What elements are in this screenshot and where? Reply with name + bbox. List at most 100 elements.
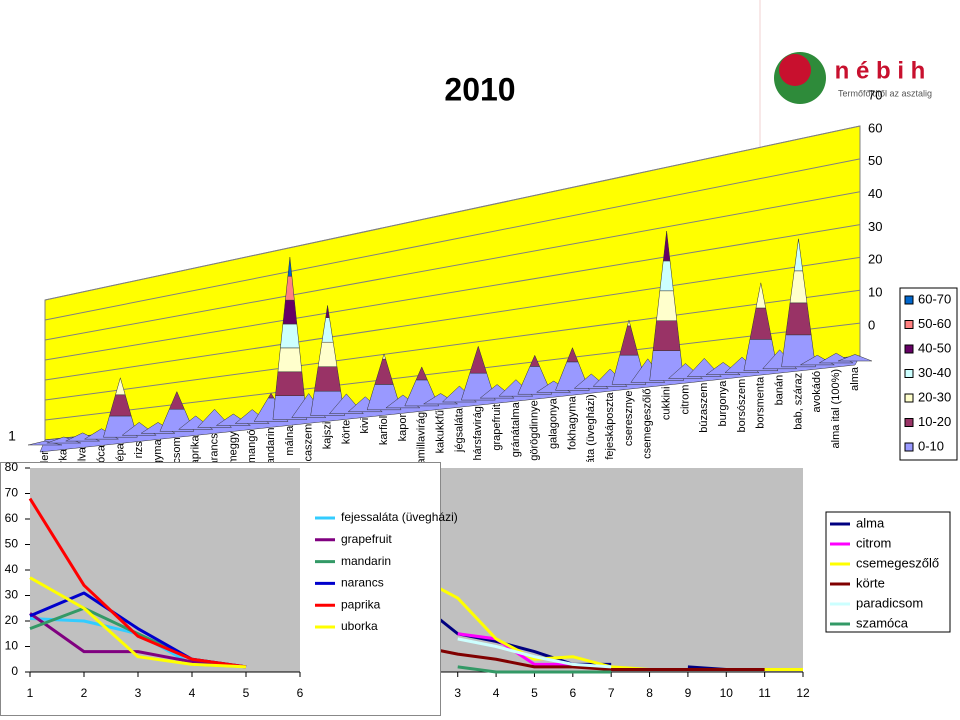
plot-area <box>381 468 803 672</box>
series-line <box>29 612 247 669</box>
x-tick-label: 2 <box>81 686 88 700</box>
z-tick-label: 30 <box>868 219 882 234</box>
chart-title: 2010 <box>444 71 515 107</box>
z-tick-label: 50 <box>868 153 882 168</box>
category-label: citrom <box>679 385 691 415</box>
surface-spike <box>469 345 488 374</box>
x-tick-label: 3 <box>454 686 461 700</box>
legend-swatch <box>904 320 914 329</box>
category-label: búzaszem <box>698 383 710 433</box>
category-label: borsmenta <box>755 376 767 429</box>
legend-label: 30-40 <box>918 365 951 380</box>
legend-swatch <box>904 344 914 354</box>
surface-spike <box>415 366 428 381</box>
surface-spike <box>267 392 275 399</box>
category-label: alma <box>849 366 861 391</box>
x-tick-label: 12 <box>796 686 810 700</box>
surface-spike <box>277 347 303 373</box>
y-tick-label: 80 <box>5 460 19 474</box>
surface-spike <box>115 376 126 396</box>
z-tick-label: 40 <box>868 186 882 201</box>
category-label: görögdinnye <box>529 400 541 461</box>
legend-swatch <box>904 369 914 378</box>
category-label: avokádó <box>811 371 823 413</box>
x-tick-label: 4 <box>493 686 500 700</box>
legend-label: csemegeszőlő <box>856 555 939 570</box>
category-label: cukkini <box>661 387 673 421</box>
y-tick-label: 10 <box>5 639 19 653</box>
category-label: karfiol <box>378 416 390 445</box>
category-label: galagonya <box>548 397 560 449</box>
surface-spike <box>837 354 873 362</box>
category-label: kamillavirág <box>416 412 428 470</box>
legend-label: alma <box>856 515 885 530</box>
surface-spike <box>652 320 681 351</box>
x-tick-label: 10 <box>720 686 734 700</box>
surface-spike <box>566 347 579 363</box>
left-line-chart: 0 10 20 30 40 50 60 70 80 1 2 3 4 5 6 fejessaláta (üveg… <box>0 460 458 716</box>
surface-spike <box>275 371 305 396</box>
x-tick-label: 6 <box>569 686 576 700</box>
z-tick-label: 60 <box>868 120 882 135</box>
legend-label: 0-10 <box>918 438 944 453</box>
x-tick-label: 8 <box>646 686 653 700</box>
category-label: bab, száraz <box>792 373 804 430</box>
grid-line <box>44 191 861 341</box>
category-label: hársfavirág <box>472 406 484 460</box>
legend-label: 20-30 <box>918 389 951 404</box>
surface-spike <box>656 290 678 321</box>
series-line <box>28 497 247 669</box>
category-label: málna <box>284 425 296 456</box>
legend-label: mandarin <box>341 554 391 568</box>
z-tick-label: 10 <box>868 285 882 300</box>
category-label: kajszi <box>321 422 333 450</box>
surface-spike <box>382 353 386 360</box>
category-label: grapefruit <box>491 404 503 450</box>
category-label: mangó <box>246 430 258 464</box>
x-tick-label: 1 <box>27 686 34 700</box>
y-tick-label: 0 <box>11 664 18 678</box>
surface-spike <box>168 390 185 410</box>
y-tick-label: 20 <box>5 613 19 627</box>
grid-line <box>44 256 861 381</box>
series-line <box>419 645 765 671</box>
x-tick-label: 5 <box>243 686 250 700</box>
legend-label: 50-60 <box>918 316 951 331</box>
category-label: banán <box>774 375 786 406</box>
surface-spike <box>314 366 342 392</box>
legend-label: 60-70 <box>918 291 951 306</box>
y-tick-label: 50 <box>5 537 19 551</box>
category-label: cseresznye <box>623 390 635 446</box>
category-label: rizs <box>133 441 145 459</box>
surface-spike <box>785 302 812 336</box>
y-tick-label: 40 <box>5 562 19 576</box>
x-tick-label: 5 <box>531 686 538 700</box>
logo-name: n é b i h <box>835 57 926 84</box>
category-label: körte <box>340 420 352 444</box>
y-tick-label: 70 <box>5 486 19 500</box>
x-tick-label: 7 <box>608 686 615 700</box>
legend-label: fejessaláta (üvegházi) <box>341 510 458 524</box>
grid-line <box>44 158 861 321</box>
surface-spike <box>287 257 293 277</box>
legend-swatch <box>904 418 914 427</box>
y-tick-label: 30 <box>5 588 19 602</box>
legend-label: uborka <box>341 619 378 633</box>
surface-spike <box>529 354 540 367</box>
surface-chart: 2010 1 010203040506070zelleruborkaszilva… <box>8 71 958 501</box>
right-line-chart: 123456789101112almacitromcsemegeszőlőkör… <box>360 462 960 720</box>
legend-label: paprika <box>341 597 381 611</box>
x-tick-label: 3 <box>135 686 142 700</box>
legend-label: körte <box>856 575 885 590</box>
z-tick-label: 70 <box>868 87 882 102</box>
category-label: mandarin <box>265 428 277 474</box>
legend-label: paradicsom <box>856 595 923 610</box>
z-tick-label: 0 <box>868 317 875 332</box>
x-tick-label: 11 <box>758 686 771 700</box>
x-tick-label: 9 <box>685 686 692 700</box>
series-label: 1 <box>8 428 16 444</box>
surface-spike <box>793 238 804 272</box>
series-line <box>29 576 247 669</box>
surface-spike <box>325 305 330 318</box>
